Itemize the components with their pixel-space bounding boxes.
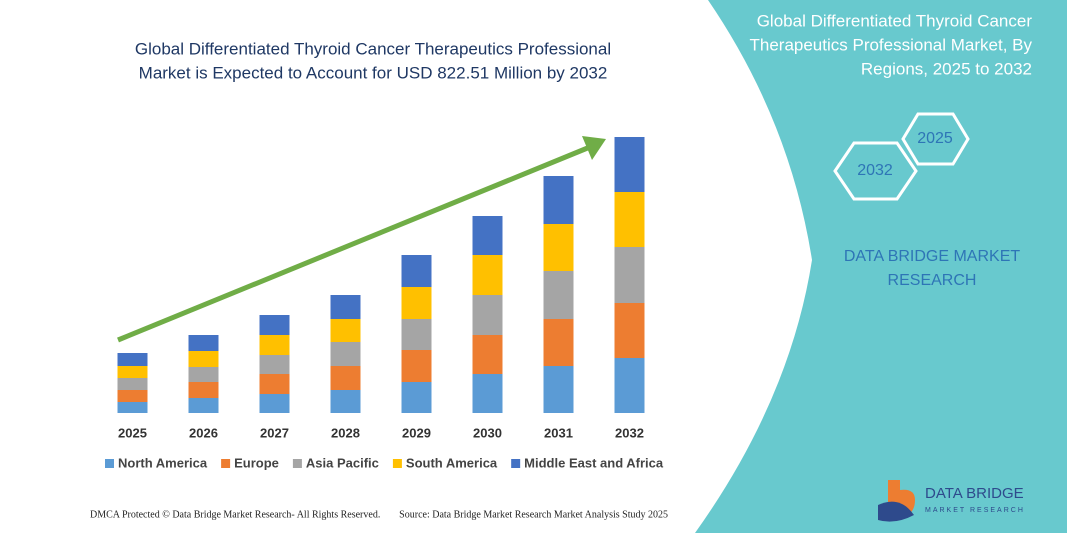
hex-label: 2032 xyxy=(857,162,893,179)
hexagon xyxy=(833,141,918,201)
bar-segment xyxy=(543,271,574,319)
panel-title: Regions, 2025 to 2032 xyxy=(861,59,1032,78)
x-tick-label: 2027 xyxy=(260,425,289,440)
bar-segment xyxy=(188,335,219,351)
footer-text: Source: Data Bridge Market Research Mark… xyxy=(399,509,668,520)
bar-segment xyxy=(543,224,574,271)
bar-segment xyxy=(259,315,290,335)
legend: North America Europe Asia Pacific South Ame… xyxy=(105,455,664,470)
bar-segment xyxy=(330,319,361,342)
bar-segment xyxy=(117,353,148,366)
logo-mark xyxy=(878,501,914,522)
x-tick-label: 2028 xyxy=(331,425,360,440)
bar-segment xyxy=(401,382,432,413)
x-tick-label: 2025 xyxy=(118,425,147,440)
bar-segment xyxy=(614,137,645,192)
brand-text: RESEARCH xyxy=(888,272,977,289)
legend-swatch xyxy=(511,459,521,468)
hex-label: 2025 xyxy=(917,130,953,147)
bar-segment xyxy=(117,366,148,378)
bar-segment xyxy=(472,374,503,413)
bar-segment xyxy=(330,390,361,413)
bar-segment xyxy=(330,366,361,390)
logo-subtext: MARKET RESEARCH xyxy=(925,507,1025,514)
bar-segment xyxy=(188,367,219,382)
bar-segment xyxy=(401,255,432,287)
chart-title: Market is Expected to Account for USD 82… xyxy=(139,63,608,82)
bar-segment xyxy=(543,366,574,413)
chart-title: Global Differentiated Thyroid Cancer The… xyxy=(135,39,611,58)
bar-segment xyxy=(117,378,148,390)
x-tick-label: 2026 xyxy=(189,425,218,440)
legend-swatch xyxy=(105,459,114,468)
bar-segment xyxy=(117,390,148,402)
legend-label: Europe xyxy=(234,455,279,470)
bar-segment xyxy=(330,342,361,366)
bar-segment xyxy=(188,382,219,398)
bar-segment xyxy=(614,192,645,247)
bar-segment xyxy=(330,295,361,319)
bar-segment xyxy=(614,247,645,303)
brand-text: DATA BRIDGE MARKET xyxy=(844,248,1021,265)
bar-segment xyxy=(401,287,432,319)
bar-segment xyxy=(472,335,503,374)
hexagon xyxy=(901,112,970,166)
bar-segment xyxy=(401,350,432,382)
bar-segment xyxy=(259,394,290,413)
bar-segment xyxy=(543,319,574,366)
arrow-head xyxy=(582,136,606,160)
bar-segment xyxy=(259,374,290,394)
legend-label: Asia Pacific xyxy=(306,455,379,470)
panel-title: Global Differentiated Thyroid Cancer xyxy=(757,11,1033,30)
bar-segment xyxy=(543,176,574,224)
trend-arrow xyxy=(117,144,591,343)
bar-segment xyxy=(401,319,432,350)
bar-segment xyxy=(614,358,645,413)
logo-text: DATA BRIDGE xyxy=(925,485,1024,502)
legend-swatch xyxy=(392,459,402,468)
legend-swatch xyxy=(292,459,302,468)
x-tick-label: 2029 xyxy=(402,425,431,440)
x-tick-label: 2031 xyxy=(544,425,573,440)
bar-segment xyxy=(259,355,290,374)
bar-segment xyxy=(117,402,148,413)
panel-title: Therapeutics Professional Market, By xyxy=(749,35,1032,54)
x-tick-label: 2030 xyxy=(473,425,502,440)
x-tick-label: 2032 xyxy=(615,425,644,440)
bar-segment xyxy=(188,351,219,367)
bar-segment xyxy=(614,303,645,358)
legend-swatch xyxy=(221,459,231,468)
bar-segment xyxy=(472,216,503,255)
bar-segment xyxy=(259,335,290,355)
footer-text: DMCA Protected © Data Bridge Market Rese… xyxy=(90,509,380,520)
bar-segment xyxy=(188,398,219,413)
bar-segment xyxy=(472,295,503,335)
legend-label: South America xyxy=(406,455,498,470)
legend-label: Middle East and Africa xyxy=(524,455,664,470)
bar-segment xyxy=(472,255,503,295)
side-panel xyxy=(695,0,1067,533)
legend-label: North America xyxy=(118,455,208,470)
